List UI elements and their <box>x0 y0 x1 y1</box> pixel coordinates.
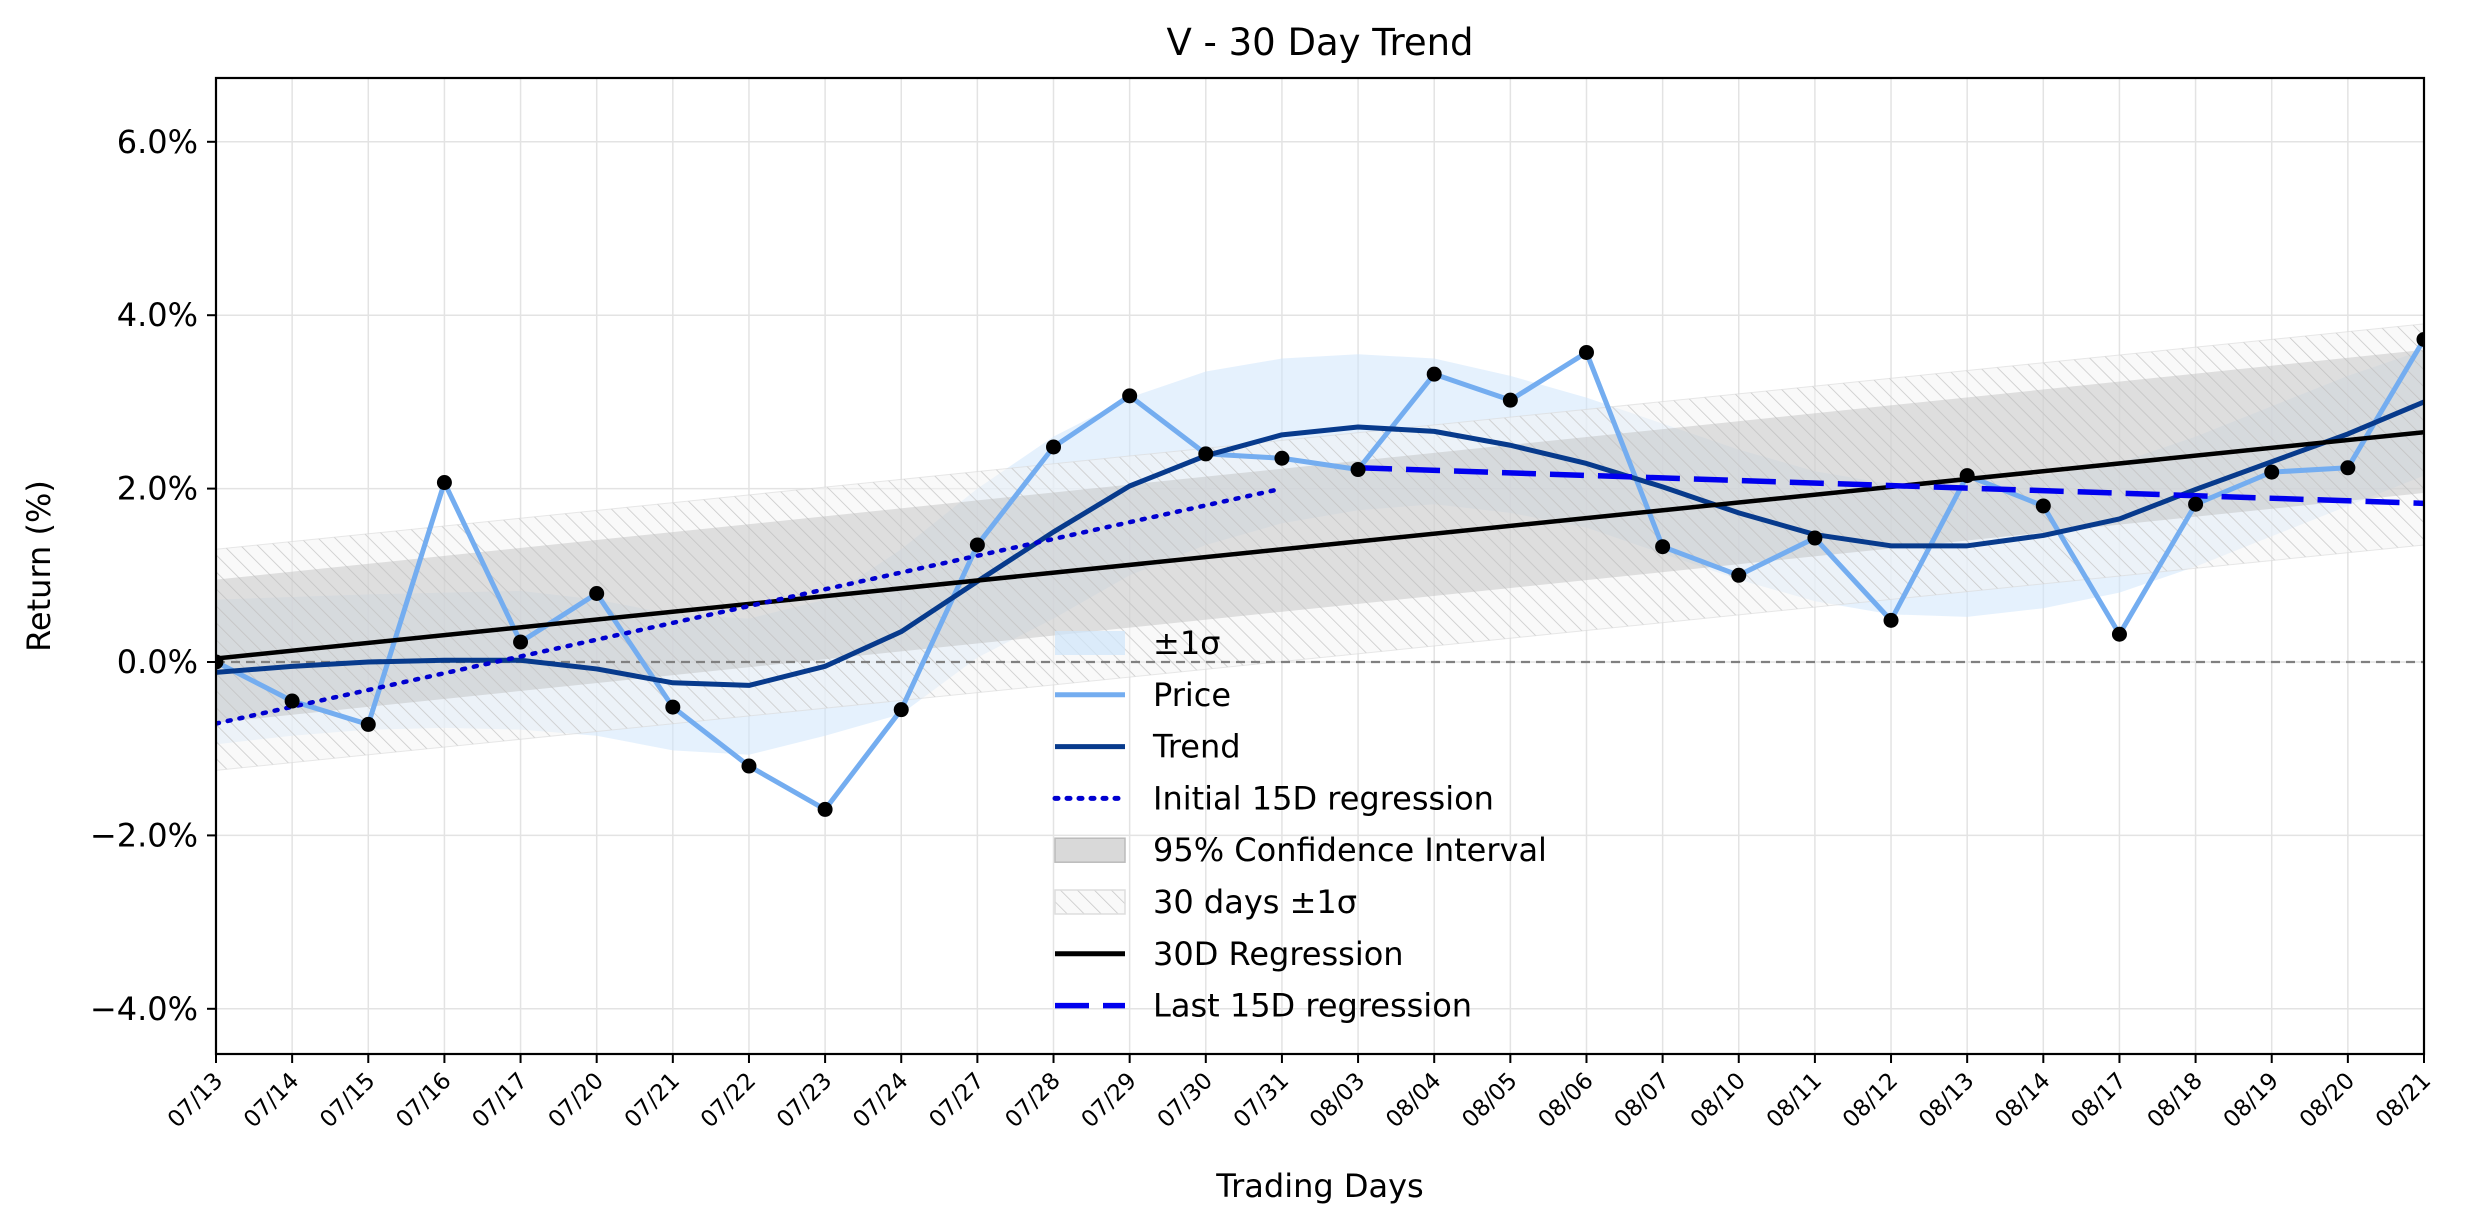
legend-label: ±1σ <box>1153 624 1220 662</box>
x-tick-label: 07/31 <box>1229 1068 1294 1133</box>
regression-30d-line <box>216 430 2424 661</box>
price-point <box>1959 468 1975 484</box>
price-point <box>1198 446 1214 462</box>
x-tick-label: 08/05 <box>1457 1068 1522 1133</box>
y-tick-label: −4.0% <box>90 990 198 1028</box>
price-point <box>2111 626 2127 642</box>
x-tick-label: 07/28 <box>1000 1068 1065 1133</box>
price-point <box>1274 450 1290 466</box>
price-point <box>1122 388 1138 404</box>
price-point <box>1883 612 1899 628</box>
price-point <box>1350 462 1366 478</box>
x-tick-label: 07/30 <box>1153 1068 1218 1133</box>
price-point <box>2188 496 2204 512</box>
y-tick-label: 0.0% <box>117 643 198 681</box>
x-tick-label: 08/21 <box>2371 1068 2436 1133</box>
x-tick-label: 08/07 <box>1610 1068 1675 1133</box>
y-tick-label: 6.0% <box>117 123 198 161</box>
price-point <box>436 475 452 491</box>
x-tick-label: 07/16 <box>391 1068 456 1133</box>
price-point <box>2264 464 2280 480</box>
legend-swatch-hatch <box>1054 889 1126 915</box>
initial-15d-regression-line <box>216 486 1285 726</box>
price-point <box>2416 331 2424 347</box>
x-axis-ticks: 07/13 07/14 07/15 07/16 07/17 07/20 07/21 07/22… <box>163 1054 2436 1133</box>
x-tick-label: 07/21 <box>620 1068 685 1133</box>
y-tick-label: −2.0% <box>90 816 198 854</box>
legend-swatch-sigma <box>1055 631 1125 655</box>
price-point <box>1807 530 1823 546</box>
x-tick-label: 08/04 <box>1381 1068 1446 1133</box>
price-point <box>589 586 605 602</box>
x-tick-label: 07/29 <box>1077 1068 1142 1133</box>
price-point <box>2340 460 2356 476</box>
price-point <box>665 699 681 715</box>
legend-label: 30 days ±1σ <box>1153 883 1357 921</box>
y-tick-label: 2.0% <box>117 470 198 508</box>
x-tick-label: 07/23 <box>772 1068 837 1133</box>
y-axis-label: Return (%) <box>20 480 58 652</box>
price-point <box>513 634 529 650</box>
legend-label: 30D Regression <box>1153 935 1404 973</box>
x-tick-label: 08/06 <box>1533 1068 1598 1133</box>
price-point <box>216 654 224 670</box>
price-point <box>893 702 909 718</box>
y-axis-ticks: −4.0% −2.0% 0.0% 2.0% 4.0% 6.0% <box>90 123 216 1028</box>
x-tick-label: 08/11 <box>1762 1068 1827 1133</box>
x-tick-label: 08/19 <box>2219 1068 2284 1133</box>
price-point <box>741 758 757 774</box>
legend-label: Price <box>1153 676 1231 714</box>
price-points <box>216 331 2424 817</box>
confidence-interval-band <box>216 349 2424 723</box>
x-tick-label: 08/18 <box>2143 1068 2208 1133</box>
x-axis-label: Trading Days <box>1215 1167 1423 1205</box>
x-tick-label: 08/20 <box>2295 1068 2360 1133</box>
chart-title: V - 30 Day Trend <box>1166 21 1473 64</box>
x-tick-label: 07/13 <box>163 1068 228 1133</box>
legend-label: 95% Confidence Interval <box>1153 831 1547 869</box>
legend-label: Initial 15D regression <box>1153 779 1494 817</box>
legend-swatch-ci <box>1054 837 1126 863</box>
x-tick-label: 07/24 <box>848 1068 913 1133</box>
price-point <box>1578 344 1594 360</box>
trend-line <box>216 399 2424 688</box>
price-point <box>2035 498 2051 514</box>
x-tick-label: 07/20 <box>544 1068 609 1133</box>
x-tick-label: 08/12 <box>1838 1068 1903 1133</box>
plot-frame <box>214 76 2426 1056</box>
price-point <box>360 716 376 732</box>
x-tick-label: 08/13 <box>1914 1068 1979 1133</box>
x-tick-label: 07/17 <box>468 1068 533 1133</box>
x-tick-label: 07/15 <box>315 1068 380 1133</box>
x-tick-label: 07/14 <box>239 1068 304 1133</box>
legend: ±1σ Price Trend Initial 15D regression 95% C… <box>1052 624 1547 1025</box>
last-15d-regression-line <box>1357 465 2424 507</box>
x-tick-label: 07/22 <box>696 1068 761 1133</box>
price-point <box>284 693 300 709</box>
legend-label: Last 15D regression <box>1153 987 1472 1025</box>
price-point <box>969 537 985 553</box>
price-point <box>1731 567 1747 583</box>
price-point <box>1046 439 1062 455</box>
price-point <box>1502 392 1518 408</box>
x-tick-label: 08/17 <box>2066 1068 2131 1133</box>
y-tick-label: 4.0% <box>117 296 198 334</box>
price-line <box>216 338 2424 812</box>
price-point <box>1426 366 1442 382</box>
x-tick-label: 07/27 <box>924 1068 989 1133</box>
x-tick-label: 08/03 <box>1305 1068 1370 1133</box>
x-tick-label: 08/10 <box>1686 1068 1751 1133</box>
legend-label: Trend <box>1152 728 1241 766</box>
price-point <box>1655 539 1671 555</box>
price-point <box>817 801 833 817</box>
x-tick-label: 08/14 <box>1990 1068 2055 1133</box>
